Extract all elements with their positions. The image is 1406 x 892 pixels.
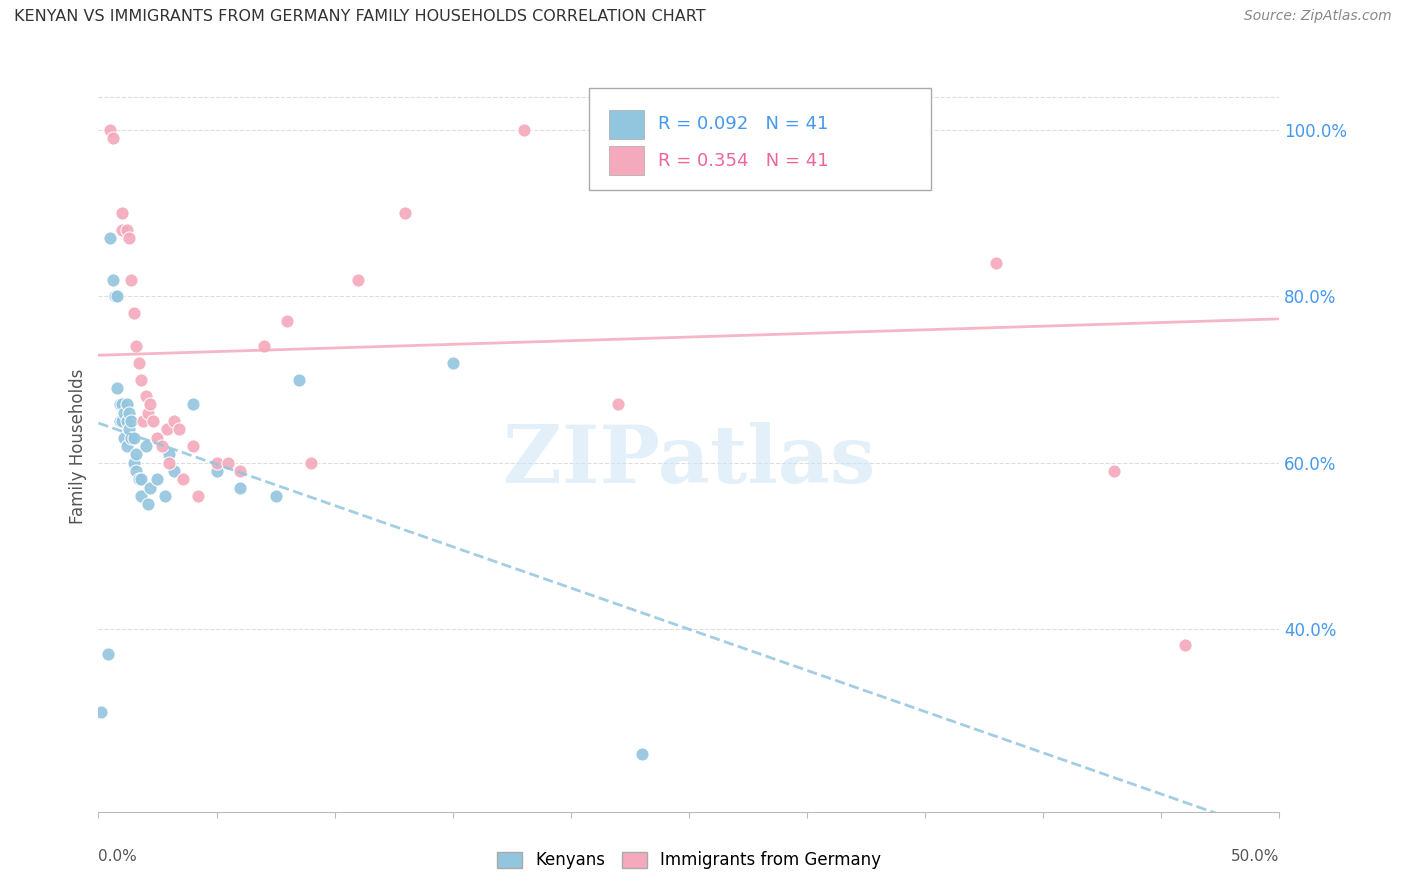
Legend: Kenyans, Immigrants from Germany: Kenyans, Immigrants from Germany <box>496 851 882 869</box>
Text: R = 0.354   N = 41: R = 0.354 N = 41 <box>658 152 830 169</box>
Point <box>122 456 145 470</box>
Point <box>97 647 120 661</box>
Point <box>111 206 134 220</box>
Point <box>122 306 145 320</box>
Point <box>181 397 204 411</box>
Text: Source: ZipAtlas.com: Source: ZipAtlas.com <box>1244 9 1392 23</box>
Point <box>157 447 180 461</box>
Point <box>146 431 169 445</box>
Point <box>129 372 152 386</box>
Point <box>142 414 165 428</box>
Point <box>105 289 128 303</box>
Point <box>205 456 228 470</box>
Point <box>132 414 155 428</box>
Point <box>229 481 252 495</box>
FancyBboxPatch shape <box>589 87 931 190</box>
Point <box>128 356 150 370</box>
Point <box>172 472 194 486</box>
Point <box>104 289 127 303</box>
Point <box>115 414 138 428</box>
Point <box>607 397 630 411</box>
Point <box>229 464 252 478</box>
Point <box>146 472 169 486</box>
Point <box>129 472 152 486</box>
Point <box>347 273 370 287</box>
Point <box>108 397 131 411</box>
Point <box>128 472 150 486</box>
Point <box>101 273 124 287</box>
Point <box>118 231 141 245</box>
Point <box>105 381 128 395</box>
Point <box>125 464 148 478</box>
Point <box>253 339 276 353</box>
Point <box>115 397 138 411</box>
Point <box>984 256 1007 270</box>
Point <box>1174 639 1197 653</box>
Y-axis label: Family Households: Family Households <box>69 368 87 524</box>
Point <box>108 414 131 428</box>
Point <box>115 223 138 237</box>
Point <box>90 705 112 719</box>
Point <box>157 456 180 470</box>
Point <box>139 481 162 495</box>
Point <box>844 123 866 137</box>
Point <box>163 464 186 478</box>
Point <box>118 422 141 436</box>
Text: 50.0%: 50.0% <box>1232 849 1279 864</box>
Text: R = 0.092   N = 41: R = 0.092 N = 41 <box>658 115 828 133</box>
Point <box>121 273 143 287</box>
Point <box>112 406 135 420</box>
Point <box>264 489 287 503</box>
Point <box>121 431 143 445</box>
Point <box>98 123 121 137</box>
Point <box>748 123 770 137</box>
Text: 0.0%: 0.0% <box>98 849 138 864</box>
Point <box>112 431 135 445</box>
Point <box>111 414 134 428</box>
Point <box>512 123 534 137</box>
Point <box>205 464 228 478</box>
Point <box>156 422 179 436</box>
Bar <box>609 146 644 176</box>
Point <box>121 414 143 428</box>
Point <box>630 747 652 761</box>
Point <box>101 131 124 145</box>
Point <box>135 439 157 453</box>
Point <box>1102 464 1125 478</box>
Bar <box>609 110 644 139</box>
Point <box>139 397 162 411</box>
Point <box>125 339 148 353</box>
Point <box>153 489 176 503</box>
Point <box>163 414 186 428</box>
Point <box>111 223 134 237</box>
Point <box>914 123 936 137</box>
Point <box>136 406 159 420</box>
Point <box>129 489 152 503</box>
Text: ZIPatlas: ZIPatlas <box>503 422 875 500</box>
Point <box>118 406 141 420</box>
Point <box>122 431 145 445</box>
Point <box>441 356 464 370</box>
Point <box>288 372 311 386</box>
Point <box>181 439 204 453</box>
Point <box>299 456 322 470</box>
Point <box>115 439 138 453</box>
Point <box>136 497 159 511</box>
Point <box>111 397 134 411</box>
Point <box>167 422 190 436</box>
Point <box>276 314 298 328</box>
Point <box>98 231 121 245</box>
Point <box>135 389 157 403</box>
Point <box>150 439 173 453</box>
Point <box>187 489 209 503</box>
Point <box>125 447 148 461</box>
Text: KENYAN VS IMMIGRANTS FROM GERMANY FAMILY HOUSEHOLDS CORRELATION CHART: KENYAN VS IMMIGRANTS FROM GERMANY FAMILY… <box>14 9 706 24</box>
Point <box>394 206 416 220</box>
Point <box>217 456 239 470</box>
